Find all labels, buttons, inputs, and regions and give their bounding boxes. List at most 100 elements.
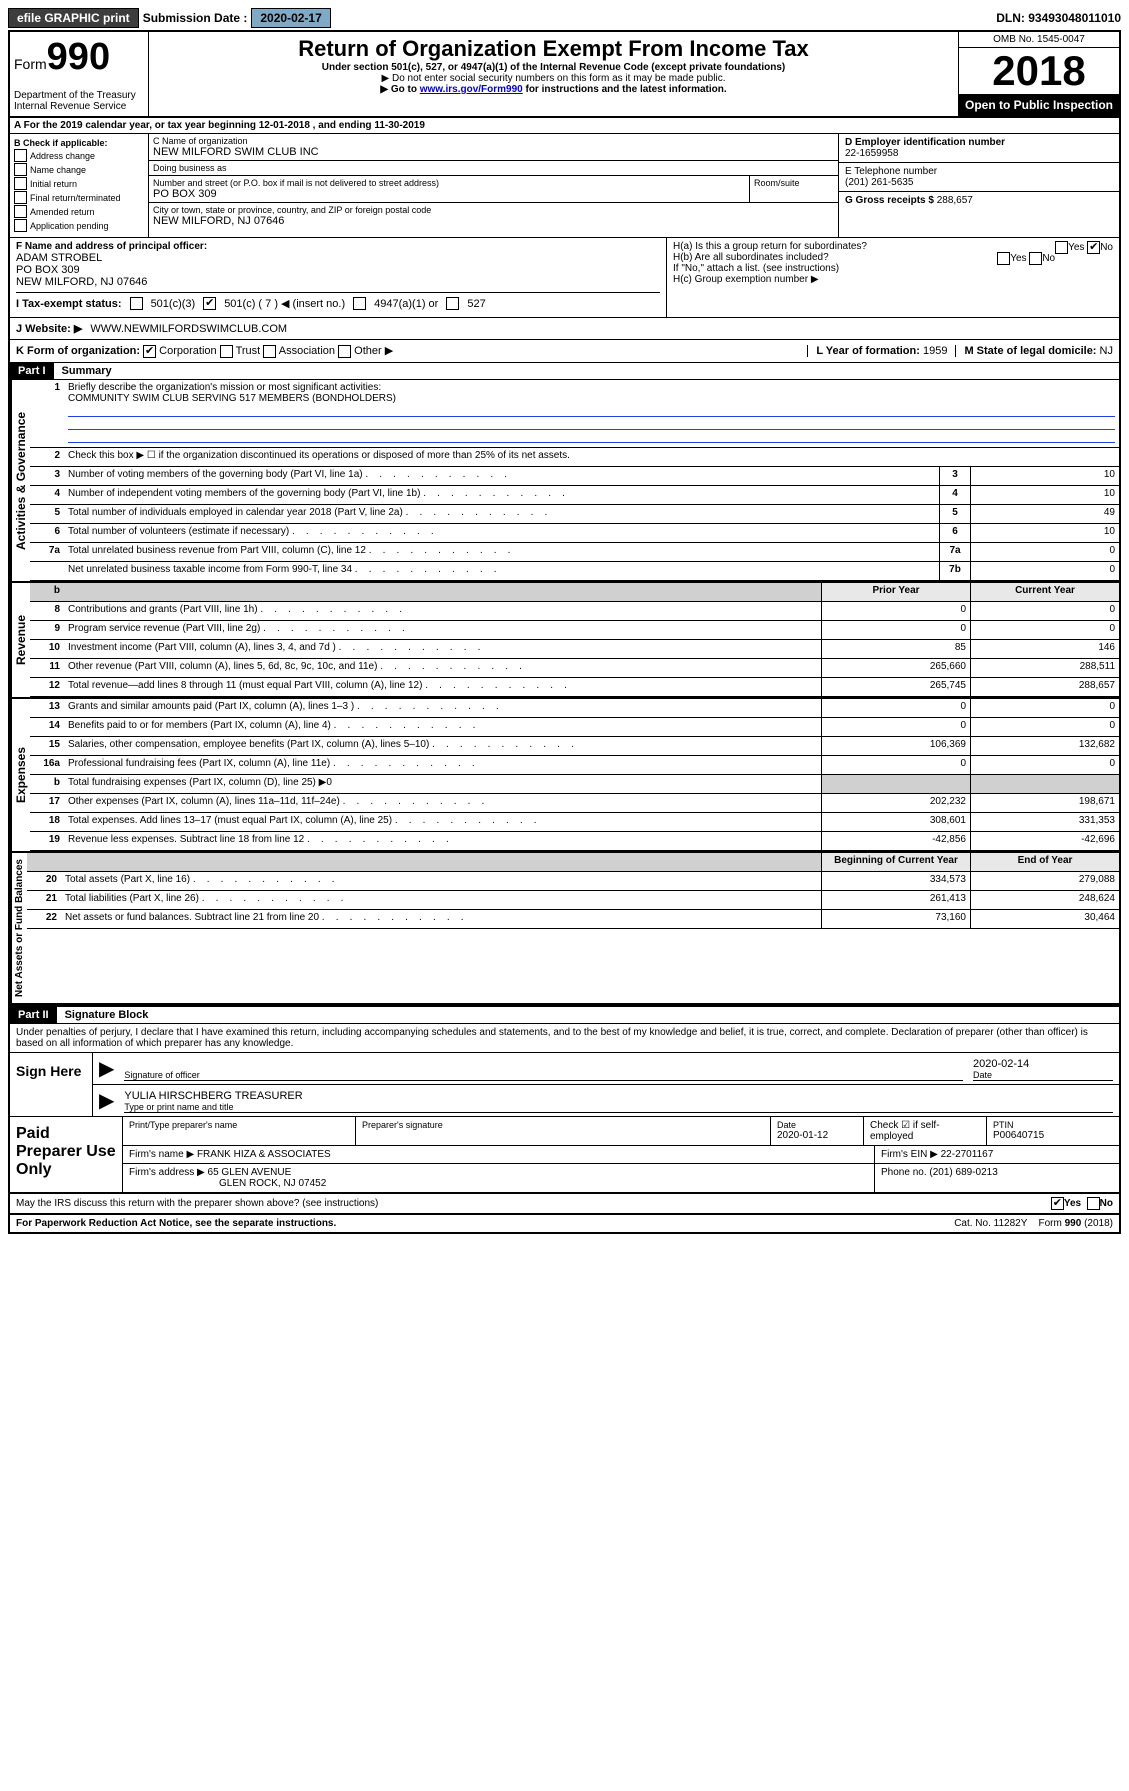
table-row: 14Benefits paid to or for members (Part … xyxy=(30,718,1119,737)
check-501c3[interactable] xyxy=(130,297,143,310)
table-row: 22Net assets or fund balances. Subtract … xyxy=(27,910,1119,929)
org-address: PO BOX 309 xyxy=(153,188,745,200)
section-bcd: B Check if applicable: Address change Na… xyxy=(10,134,1119,238)
discuss-no[interactable] xyxy=(1087,1197,1100,1210)
line-a: A For the 2019 calendar year, or tax yea… xyxy=(10,118,1119,134)
col-c: C Name of organization NEW MILFORD SWIM … xyxy=(149,134,838,237)
checkbox-final[interactable] xyxy=(14,191,27,204)
checkbox-amended[interactable] xyxy=(14,205,27,218)
paid-preparer-label: Paid Preparer Use Only xyxy=(10,1117,123,1192)
table-row: Net unrelated business taxable income fr… xyxy=(30,562,1119,581)
ein: 22-1659958 xyxy=(845,148,1113,159)
submission-date: 2020-02-17 xyxy=(251,8,330,28)
sign-section: Sign Here ▶ Signature of officer 2020-02… xyxy=(10,1052,1119,1117)
table-row: bTotal fundraising expenses (Part IX, co… xyxy=(30,775,1119,794)
k-trust[interactable] xyxy=(220,345,233,358)
col-b: B Check if applicable: Address change Na… xyxy=(10,134,149,237)
form-footer: Form 990 (2018) xyxy=(1039,1218,1113,1229)
hb-no[interactable] xyxy=(1029,252,1042,265)
subtitle-3: ▶ Go to www.irs.gov/Form990 for instruct… xyxy=(157,84,950,95)
table-row: 7aTotal unrelated business revenue from … xyxy=(30,543,1119,562)
state-domicile: NJ xyxy=(1100,345,1113,357)
table-row: 8Contributions and grants (Part VIII, li… xyxy=(30,602,1119,621)
table-row: 6Total number of volunteers (estimate if… xyxy=(30,524,1119,543)
side-exp: Expenses xyxy=(10,699,30,851)
table-row: 21Total liabilities (Part X, line 26)261… xyxy=(27,891,1119,910)
table-row: 11Other revenue (Part VIII, column (A), … xyxy=(30,659,1119,678)
table-row: 9Program service revenue (Part VIII, lin… xyxy=(30,621,1119,640)
checkbox-name[interactable] xyxy=(14,163,27,176)
org-name: NEW MILFORD SWIM CLUB INC xyxy=(153,146,834,158)
side-rev: Revenue xyxy=(10,583,30,697)
ha-no[interactable] xyxy=(1087,241,1100,254)
table-row: 12Total revenue—add lines 8 through 11 (… xyxy=(30,678,1119,697)
table-row: 10Investment income (Part VIII, column (… xyxy=(30,640,1119,659)
firm-phone: (201) 689-0213 xyxy=(929,1167,997,1178)
cat-no: Cat. No. 11282Y xyxy=(954,1218,1027,1229)
table-row: 13Grants and similar amounts paid (Part … xyxy=(30,699,1119,718)
gross-receipts: 288,657 xyxy=(937,195,973,206)
discuss-text: May the IRS discuss this return with the… xyxy=(16,1198,378,1209)
check-527[interactable] xyxy=(446,297,459,310)
year-formation: 1959 xyxy=(923,345,947,357)
discuss-yes[interactable] xyxy=(1051,1197,1064,1210)
k-other[interactable] xyxy=(338,345,351,358)
expenses-section: Expenses 13Grants and similar amounts pa… xyxy=(10,699,1119,853)
table-row: 17Other expenses (Part IX, column (A), l… xyxy=(30,794,1119,813)
col-begin: Beginning of Current Year xyxy=(821,853,970,871)
sign-date: 2020-02-14 xyxy=(973,1058,1029,1070)
table-row: 20Total assets (Part X, line 16)334,5732… xyxy=(27,872,1119,891)
governance-section: Activities & Governance 1 Briefly descri… xyxy=(10,380,1119,583)
table-row: 5Total number of individuals employed in… xyxy=(30,505,1119,524)
table-row: 19Revenue less expenses. Subtract line 1… xyxy=(30,832,1119,851)
table-row: 3Number of voting members of the governi… xyxy=(30,467,1119,486)
form-container: Form990 Department of the Treasury Inter… xyxy=(8,30,1121,1234)
checkbox-address[interactable] xyxy=(14,149,27,162)
header-row: Form990 Department of the Treasury Inter… xyxy=(10,32,1119,118)
ha-yes[interactable] xyxy=(1055,241,1068,254)
open-public: Open to Public Inspection xyxy=(959,94,1119,116)
col-f: F Name and address of principal officer:… xyxy=(10,238,667,317)
year-cell: OMB No. 1545-0047 2018 Open to Public In… xyxy=(959,32,1119,116)
part2-header: Part II Signature Block xyxy=(10,1005,1119,1024)
table-row: 16aProfessional fundraising fees (Part I… xyxy=(30,756,1119,775)
subtitle-1: Under section 501(c), 527, or 4947(a)(1)… xyxy=(157,62,950,73)
row-klm: K Form of organization: Corporation Trus… xyxy=(10,340,1119,363)
subtitle-2: ▶ Do not enter social security numbers o… xyxy=(157,73,950,84)
form-number: Form990 xyxy=(14,36,144,79)
side-net: Net Assets or Fund Balances xyxy=(10,853,27,1003)
org-city: NEW MILFORD, NJ 07646 xyxy=(153,215,431,227)
firm-name: FRANK HIZA & ASSOCIATES xyxy=(197,1149,331,1160)
col-end: End of Year xyxy=(970,853,1119,871)
form-title: Return of Organization Exempt From Incom… xyxy=(157,36,950,62)
revenue-section: Revenue b Prior Year Current Year 8Contr… xyxy=(10,583,1119,699)
table-row: 15Salaries, other compensation, employee… xyxy=(30,737,1119,756)
netassets-section: Net Assets or Fund Balances Beginning of… xyxy=(10,853,1119,1005)
checkbox-initial[interactable] xyxy=(14,177,27,190)
submission-label: Submission Date : xyxy=(143,11,248,25)
part1-header: Part I Summary xyxy=(10,363,1119,380)
website: WWW.NEWMILFORDSWIMCLUB.COM xyxy=(90,323,287,335)
check-4947[interactable] xyxy=(353,297,366,310)
irs-link[interactable]: www.irs.gov/Form990 xyxy=(420,84,523,95)
paperwork-notice: For Paperwork Reduction Act Notice, see … xyxy=(16,1218,336,1229)
firm-ein: 22-2701167 xyxy=(941,1149,994,1160)
k-assoc[interactable] xyxy=(263,345,276,358)
officer-typed: YULIA HIRSCHBERG TREASURER xyxy=(124,1090,302,1102)
check-501c[interactable] xyxy=(203,297,216,310)
title-cell: Return of Organization Exempt From Incom… xyxy=(149,32,959,116)
k-corp[interactable] xyxy=(143,345,156,358)
checkbox-pending[interactable] xyxy=(14,219,27,232)
col-current: Current Year xyxy=(970,583,1119,601)
department: Department of the Treasury Internal Reve… xyxy=(14,90,144,112)
sign-here: Sign Here xyxy=(10,1053,93,1116)
officer-name: ADAM STROBEL xyxy=(16,252,660,264)
paid-preparer-section: Paid Preparer Use Only Print/Type prepar… xyxy=(10,1117,1119,1194)
table-row: 4Number of independent voting members of… xyxy=(30,486,1119,505)
row-j: J Website: ▶ WWW.NEWMILFORDSWIMCLUB.COM xyxy=(10,318,1119,340)
efile-btn[interactable]: efile GRAPHIC print xyxy=(8,8,139,28)
row-fgh: F Name and address of principal officer:… xyxy=(10,238,1119,318)
ptin: P00640715 xyxy=(993,1130,1044,1141)
table-row: 18Total expenses. Add lines 13–17 (must … xyxy=(30,813,1119,832)
hb-yes[interactable] xyxy=(997,252,1010,265)
